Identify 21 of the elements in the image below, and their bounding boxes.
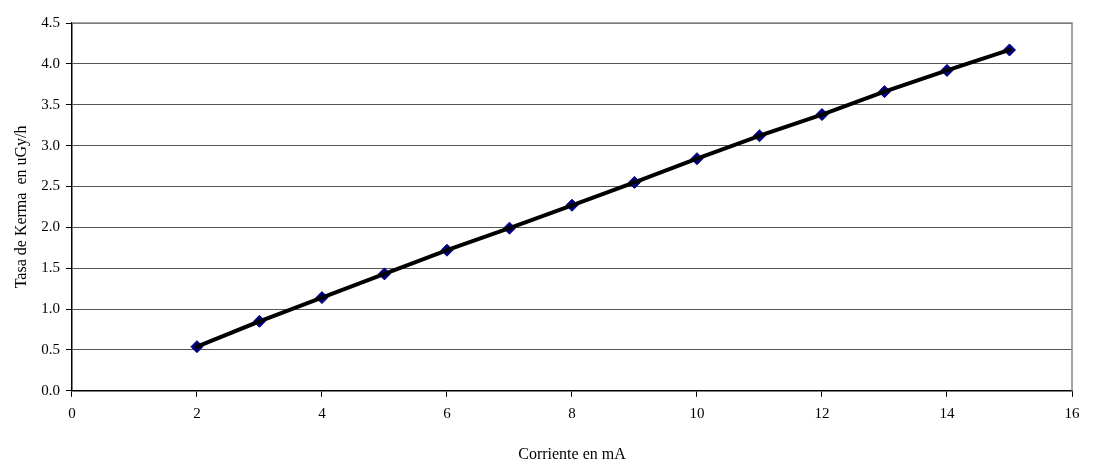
y-tick-label: 4.0 [41, 54, 60, 71]
y-tick-label: 2.0 [41, 218, 60, 235]
x-tick-label: 8 [568, 404, 576, 421]
x-tick-label: 12 [814, 404, 830, 421]
y-tick-label: 2.5 [41, 177, 60, 194]
x-axis-title: Corriente en mA [518, 444, 627, 462]
x-tick-label: 10 [689, 404, 705, 421]
y-axis-title: Tasa de Kerma en uGy/h [11, 125, 30, 289]
y-tick-label: 3.0 [41, 136, 60, 153]
x-tick-label: 6 [443, 404, 452, 421]
y-tick-label: 1.0 [41, 300, 60, 316]
y-tick-label: 1.5 [41, 259, 60, 276]
x-tick-label: 4 [318, 404, 327, 421]
y-tick-label: 3.5 [41, 95, 60, 112]
x-tick-label: 14 [939, 404, 955, 421]
y-tick-label: 0.5 [41, 340, 60, 357]
x-tick-label: 16 [1064, 404, 1080, 421]
y-tick-label: 0.0 [41, 381, 60, 398]
x-tick-label: 0 [68, 404, 76, 421]
y-tick-label: 4.5 [41, 13, 60, 30]
x-tick-label: 2 [193, 404, 201, 421]
